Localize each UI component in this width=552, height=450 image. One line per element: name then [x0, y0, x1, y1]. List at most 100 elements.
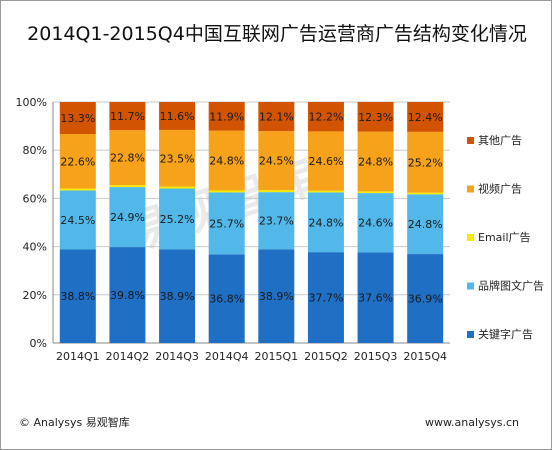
x-tick-label: 2014Q3 [155, 350, 199, 363]
bar-data-label: 24.5% [60, 214, 95, 227]
bar-data-label: 38.8% [60, 290, 95, 303]
bar-segment [407, 254, 444, 343]
bar-data-label: 37.6% [358, 292, 393, 305]
bar-data-label: 24.5% [259, 155, 294, 168]
bar-segment [109, 247, 146, 343]
x-tick-label: 2014Q1 [56, 350, 100, 363]
bar-data-label: 13.3% [60, 112, 95, 125]
bar-segment [407, 194, 444, 255]
legend-label: Email广告 [478, 231, 531, 244]
bar-segment [109, 102, 146, 131]
bar-segment [159, 129, 196, 187]
bar-segment [59, 188, 96, 191]
bar-segment [258, 249, 295, 343]
bar-segment [208, 192, 245, 255]
legend-label: 其他广告 [478, 134, 522, 147]
bar-data-label: 24.6% [308, 155, 343, 168]
bar-segment [59, 102, 96, 135]
bar-data-label: 24.6% [358, 217, 393, 230]
y-tick-label: 40% [23, 241, 47, 254]
bar-data-label: 11.6% [160, 110, 195, 123]
bar-data-label: 38.9% [160, 290, 195, 303]
bar-data-label: 11.9% [209, 110, 244, 123]
bar-segment [307, 252, 344, 343]
y-tick-label: 100% [16, 96, 47, 109]
chart-title: 2014Q1-2015Q4中国互联网广告运营商广告结构变化情况 [27, 23, 527, 45]
bar-data-label: 24.8% [308, 216, 343, 229]
bar-data-label: 12.2% [308, 111, 343, 124]
bar-segment [59, 249, 96, 343]
bar-data-label: 25.2% [160, 213, 195, 226]
bar-segment [307, 102, 344, 132]
bar-segment [407, 131, 444, 193]
bar-segment [258, 190, 295, 193]
bar-segment [407, 102, 444, 132]
x-tick-label: 2015Q1 [254, 350, 298, 363]
x-tick-label: 2015Q4 [403, 350, 447, 363]
bar-segment [307, 131, 344, 191]
bar-segment [159, 102, 196, 130]
bar-segment [407, 192, 444, 195]
bar-data-label: 24.8% [209, 155, 244, 168]
x-tick-label: 2015Q3 [354, 350, 398, 363]
bar-segment [307, 192, 344, 253]
bar-segment [59, 134, 96, 189]
bar-segment [159, 249, 196, 343]
bar-segment [258, 102, 295, 132]
legend-swatch [467, 137, 474, 144]
legend-label: 视频广告 [478, 182, 522, 196]
y-tick-label: 80% [23, 144, 47, 157]
bar-segment [109, 130, 146, 186]
bar-data-label: 36.9% [408, 293, 443, 306]
bar-data-label: 38.9% [259, 290, 294, 303]
bar-data-label: 23.7% [259, 215, 294, 228]
bar-data-label: 24.9% [110, 211, 145, 224]
bar-segment [258, 192, 295, 250]
bar-data-label: 22.6% [60, 155, 95, 168]
bar-data-label: 39.8% [110, 289, 145, 302]
bar-segment [307, 190, 344, 193]
bar-data-label: 11.7% [110, 110, 145, 123]
bar-segment [59, 190, 96, 250]
bar-data-label: 25.2% [408, 156, 443, 169]
bar-segment [357, 102, 394, 132]
legend-label: 关键字广告 [478, 327, 533, 341]
bar-data-label: 12.3% [358, 111, 393, 124]
bar-segment [208, 130, 245, 191]
bar-data-label: 36.8% [209, 293, 244, 306]
bar-segment [208, 102, 245, 131]
source-website: www.analysys.cn [425, 416, 519, 429]
bar-data-label: 37.7% [308, 292, 343, 305]
legend-swatch [467, 185, 474, 193]
bar-data-label: 23.5% [160, 152, 195, 165]
bar-data-label: 22.8% [110, 152, 145, 165]
y-tick-label: 20% [23, 289, 47, 302]
bar-segment [357, 193, 394, 253]
bar-data-label: 24.8% [358, 156, 393, 169]
legend-swatch [467, 331, 474, 338]
bar-segment [159, 188, 196, 250]
legend-swatch [467, 234, 474, 241]
bar-segment [208, 190, 245, 193]
bar-data-label: 24.8% [408, 218, 443, 231]
legend-label: 品牌图文广告 [478, 279, 544, 293]
bar-segment [159, 186, 196, 189]
x-tick-label: 2014Q4 [205, 350, 249, 363]
bar-data-label: 25.7% [209, 217, 244, 230]
bar-segment [258, 131, 295, 191]
bar-data-label: 12.1% [259, 111, 294, 124]
x-tick-label: 2015Q2 [304, 350, 348, 363]
bar-segment [357, 131, 394, 192]
source-credit: © Analysys 易观智库 [19, 416, 130, 429]
bar-segment [109, 187, 146, 248]
bar-segment [357, 252, 394, 343]
bar-segment [109, 185, 146, 188]
bar-data-label: 12.4% [408, 111, 443, 124]
y-tick-label: 60% [23, 192, 47, 205]
y-tick-label: 0% [30, 337, 47, 350]
bar-segment [357, 191, 394, 194]
legend-swatch [467, 282, 474, 290]
x-tick-label: 2014Q2 [106, 350, 150, 363]
